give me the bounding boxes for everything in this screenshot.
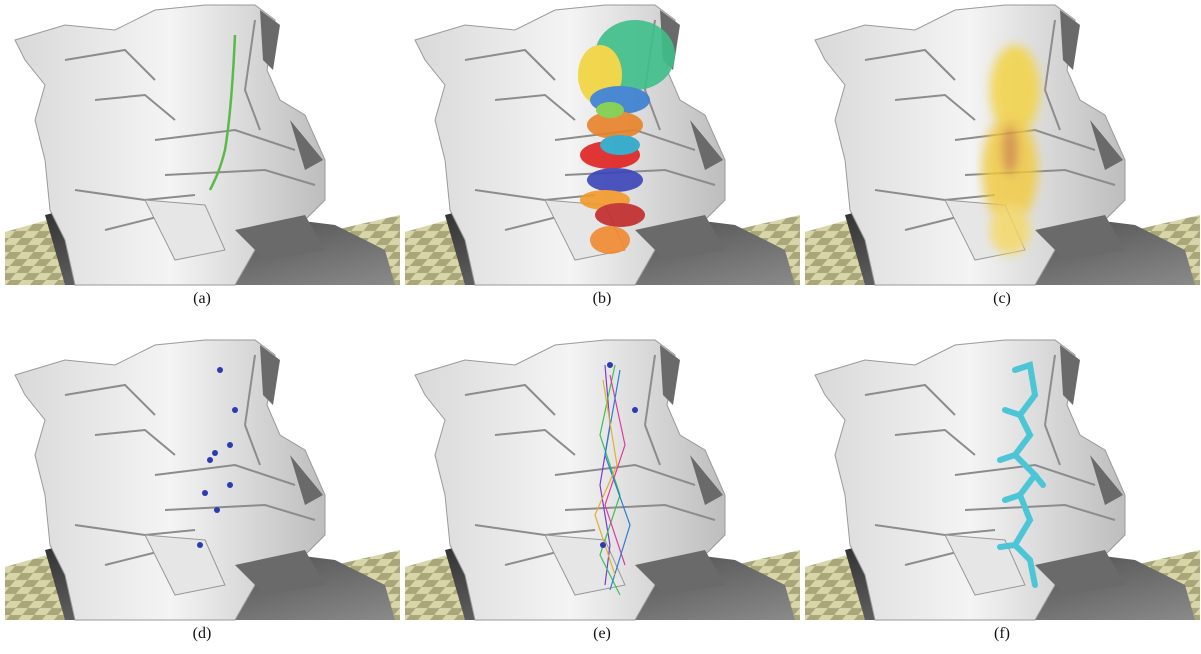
panel: (d) xyxy=(5,340,400,642)
panel: (b) xyxy=(405,5,800,307)
panel-label: (c) xyxy=(993,290,1011,307)
panel-label: (b) xyxy=(593,290,612,307)
panel-label: (d) xyxy=(193,625,212,642)
panel: (f) xyxy=(805,340,1200,642)
panel: (a) xyxy=(5,5,400,307)
panel-label: (e) xyxy=(593,625,611,642)
panel-label: (a) xyxy=(193,290,211,307)
panel-label: (f) xyxy=(994,625,1010,642)
panel: (c) xyxy=(805,5,1200,307)
panel: (e) xyxy=(405,340,800,642)
figure: (a) (b) (c) xyxy=(0,0,1201,654)
